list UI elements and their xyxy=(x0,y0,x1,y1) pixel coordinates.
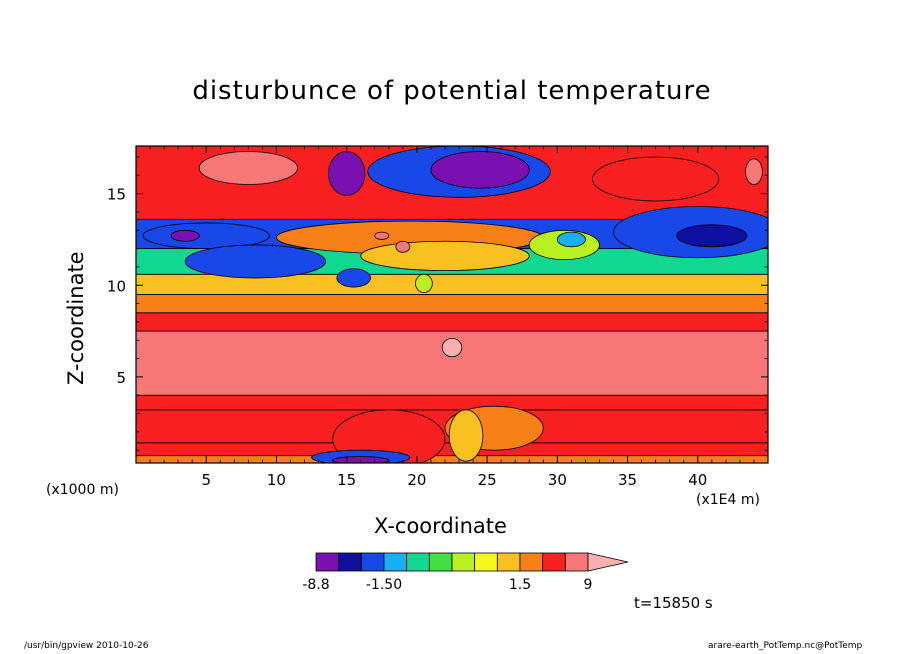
contour-feature-3 xyxy=(184,244,326,279)
colorbar-box xyxy=(338,552,362,572)
colorbar-box xyxy=(542,552,566,572)
contour-feature-22 xyxy=(332,409,446,463)
footer-program-date: /usr/bin/gpview 2010-10-26 xyxy=(24,641,149,651)
colorbar: -8.8 -1.50 1.5 9 xyxy=(302,552,629,593)
contour-feature-10 xyxy=(430,151,530,189)
y-tick-label: 15 xyxy=(107,186,126,204)
x-tick-label: 40 xyxy=(688,471,707,489)
colorbar-box xyxy=(360,552,385,572)
colorbar-box xyxy=(406,552,430,572)
colorbar-box xyxy=(474,552,498,572)
colorbar-label: 1.5 xyxy=(509,577,531,593)
colorbar-box xyxy=(315,552,340,572)
y-tick-label: 10 xyxy=(107,277,126,295)
colorbar-box xyxy=(519,552,544,572)
x-axis-label: X-coordinate xyxy=(374,514,507,538)
contour-feature-9 xyxy=(328,151,366,196)
colorbar-box xyxy=(451,552,476,572)
footer-file-variable: arare-earth_PotTemp.nc@PotTemp xyxy=(708,641,863,651)
contour-feature-2 xyxy=(170,229,200,242)
contour-feature-17 xyxy=(441,337,463,358)
contour-feature-15 xyxy=(592,156,720,202)
x-tick-label: 35 xyxy=(618,471,637,489)
y-axis-unit-label: (x1000 m) xyxy=(46,482,119,498)
contour-fill xyxy=(136,146,768,463)
colorbar-label: 9 xyxy=(584,577,593,593)
x-tick-label: 10 xyxy=(267,471,286,489)
contour-feature-1 xyxy=(142,222,270,250)
contour-feature-14 xyxy=(676,224,748,248)
colorbar-label: -8.8 xyxy=(302,577,329,593)
contour-feature-8 xyxy=(360,240,530,272)
x-tick-label: 20 xyxy=(407,471,426,489)
contour-band-6 xyxy=(136,294,768,314)
contour-feature-5 xyxy=(415,273,433,293)
time-label: t=15850 s xyxy=(634,594,713,612)
colorbar-box xyxy=(496,552,521,572)
contour-feature-21 xyxy=(448,409,484,462)
x-axis-unit-label: (x1E4 m) xyxy=(696,492,760,508)
colorbar-box xyxy=(564,552,589,572)
plot-frame xyxy=(135,145,769,464)
y-axis-ticks: 5 10 15 xyxy=(107,156,768,451)
chart-title: disturbunce of potential temperature xyxy=(192,76,712,106)
x-tick-label: 15 xyxy=(337,471,356,489)
contour-feature-16 xyxy=(745,158,763,185)
contour-feature-12 xyxy=(556,231,586,248)
x-tick-label: 5 xyxy=(201,471,211,489)
contour-feature-4 xyxy=(336,268,371,288)
contour-band-3 xyxy=(136,394,768,411)
contour-feature-0 xyxy=(198,151,298,185)
contour-band-0 xyxy=(136,455,768,463)
colorbar-box xyxy=(428,552,453,572)
y-tick-label: 5 xyxy=(116,369,126,387)
x-tick-label: 30 xyxy=(548,471,567,489)
contour-feature-18 xyxy=(374,231,390,240)
x-axis-ticks: 5 10 15 20 25 30 35 40 xyxy=(149,146,755,489)
colorbar-box xyxy=(383,552,408,572)
contour-band-5 xyxy=(136,312,768,332)
contour-feature-19 xyxy=(395,240,411,253)
colorbar-extension xyxy=(587,552,629,572)
colorbar-label: -1.50 xyxy=(366,577,402,593)
x-tick-label: 25 xyxy=(478,471,497,489)
